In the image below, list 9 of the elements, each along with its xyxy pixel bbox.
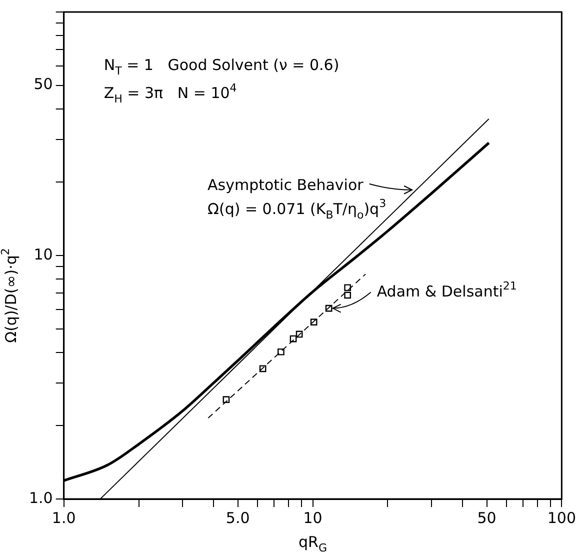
- y-tick-label: 10: [34, 245, 53, 264]
- x-tick-label: 10: [303, 508, 322, 527]
- x-tick-label: 50: [477, 508, 496, 527]
- x-tick-label: 5.0: [226, 508, 250, 527]
- x-tick-label: 100: [547, 508, 576, 527]
- y-tick-label: 50: [34, 75, 53, 94]
- x-tick-label: 1.0: [52, 508, 76, 527]
- y-axis-title: Ω(q)/D(∞)·q2: [0, 248, 20, 343]
- y-tick-label: 1.0: [28, 488, 53, 507]
